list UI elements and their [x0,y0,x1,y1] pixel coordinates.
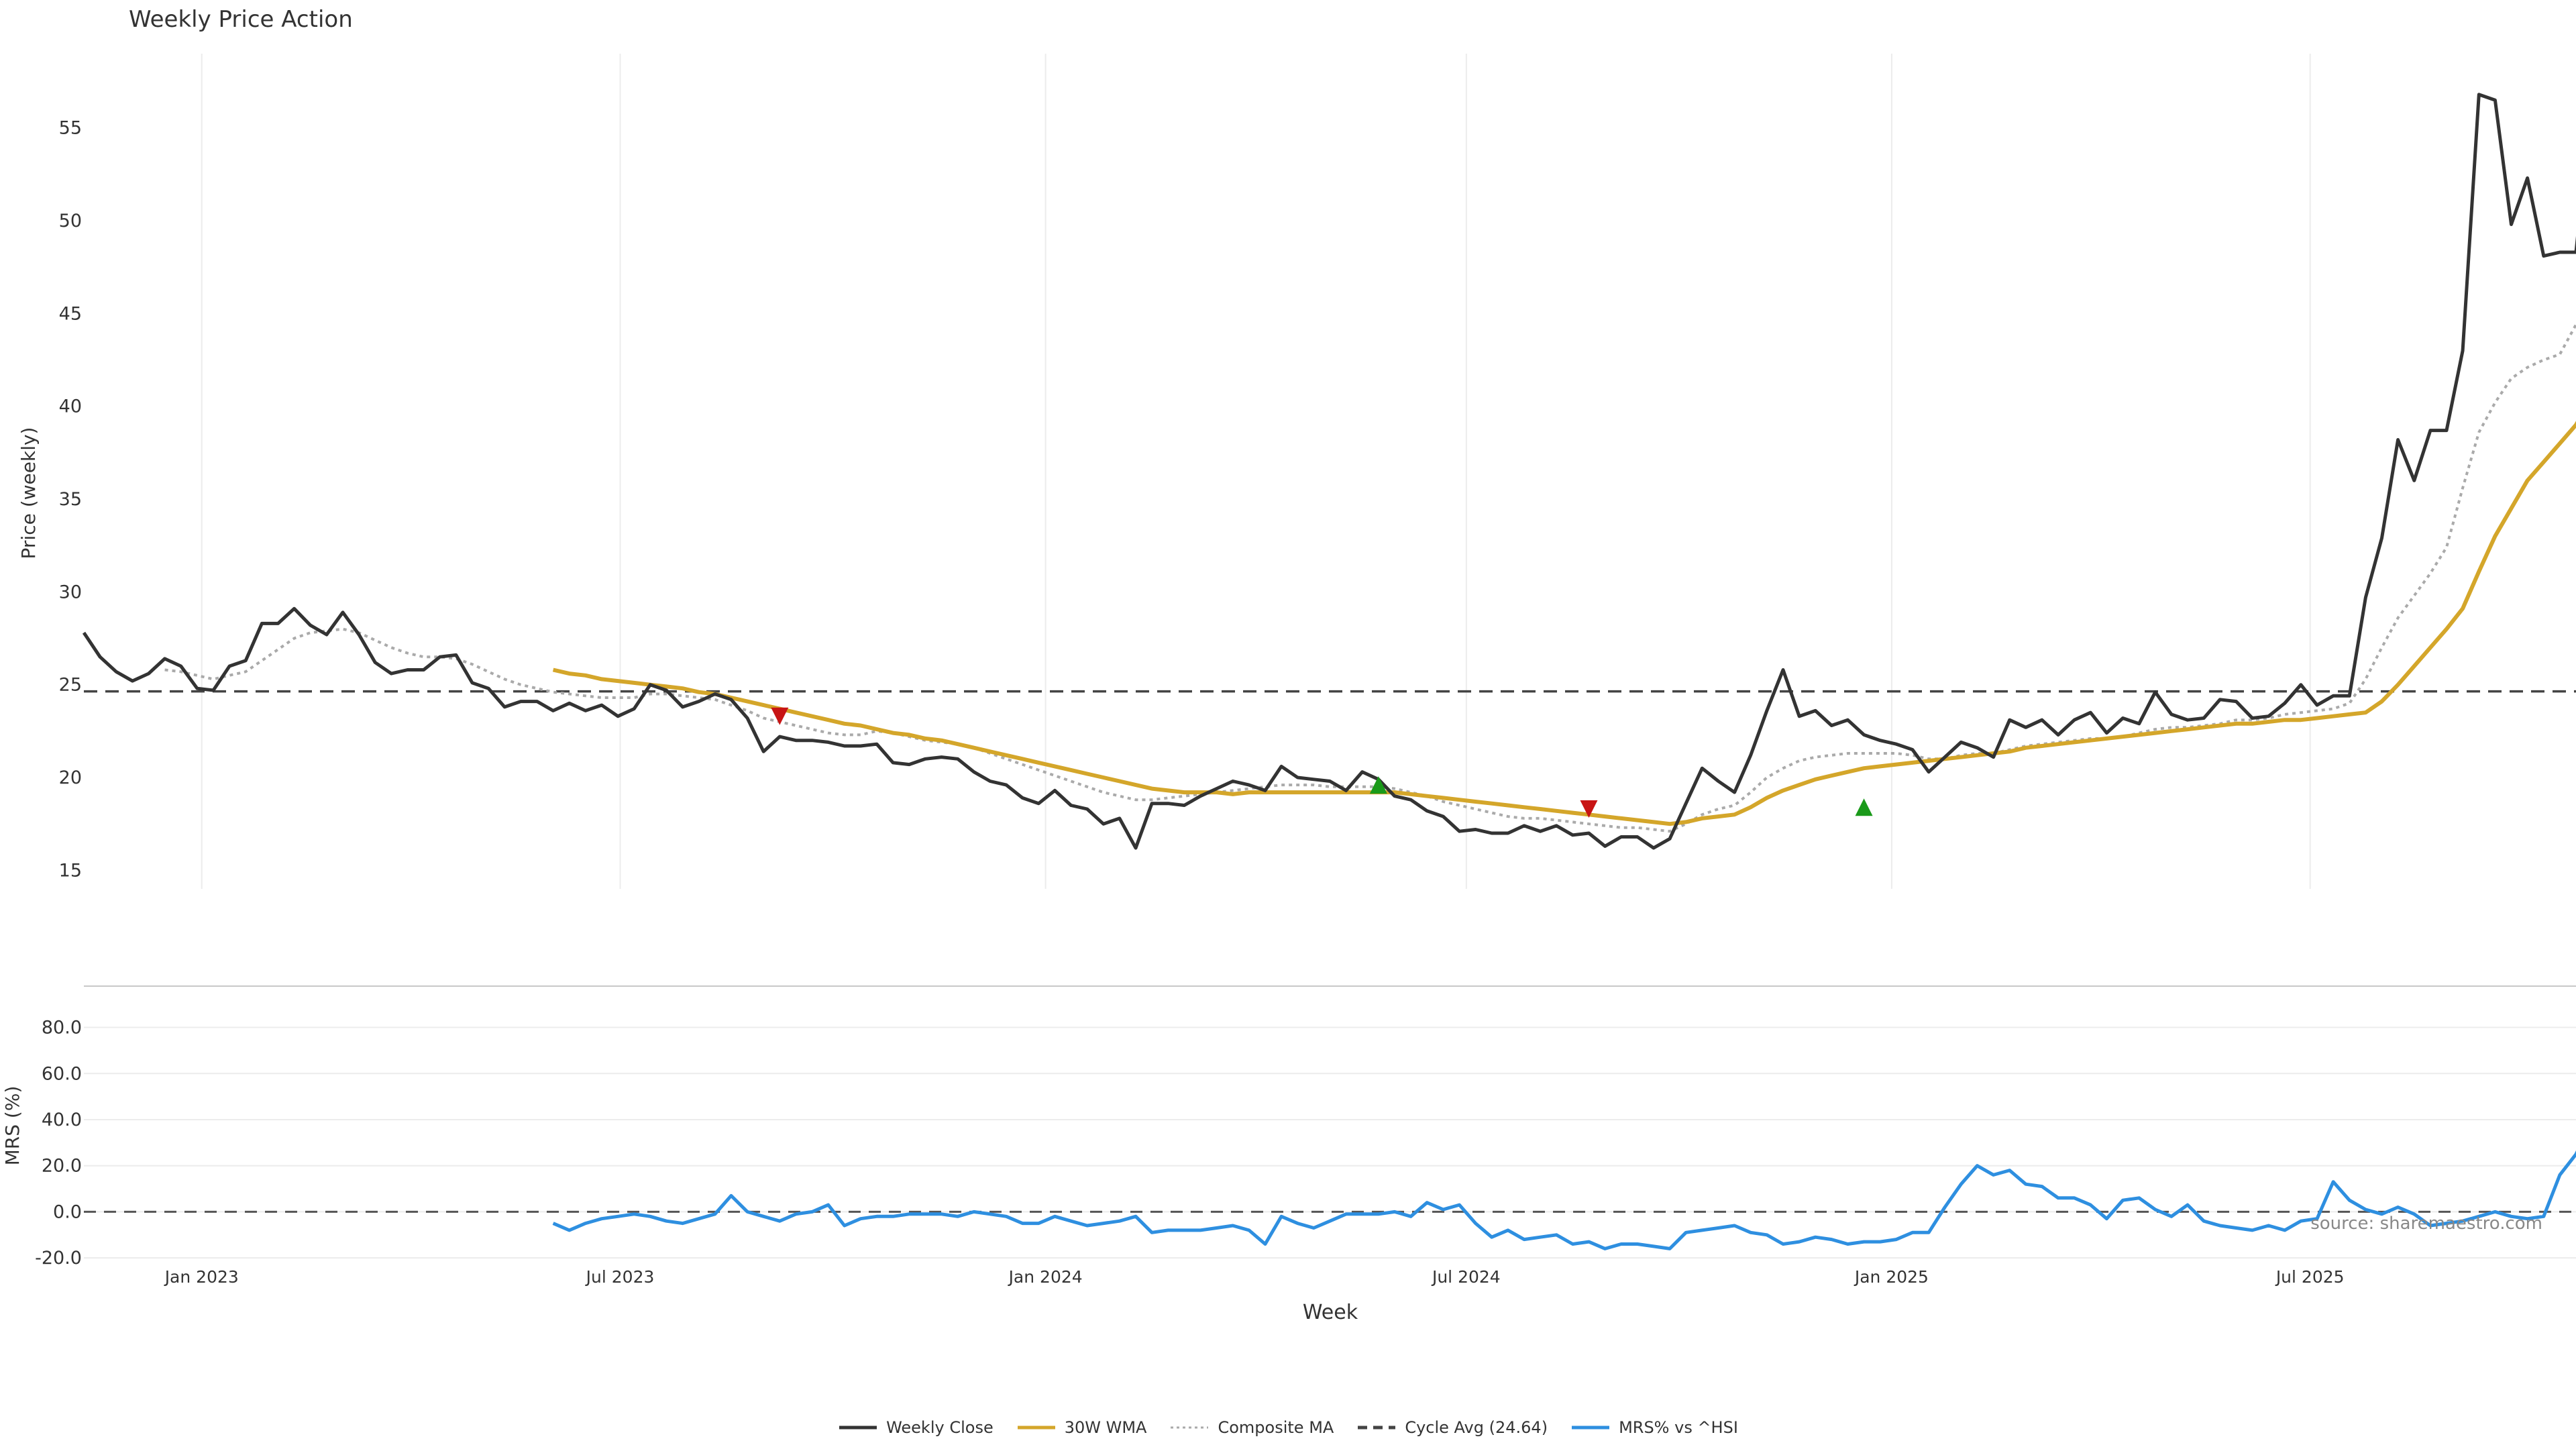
x-tick-label: Jul 2024 [1431,1267,1501,1287]
legend: Weekly Close 30W WMA Composite MA Cycle Avg… [0,1414,2576,1441]
legend-label: MRS% vs ^HSI [1619,1418,1738,1437]
mrs-y-tick-label: 80.0 [42,1018,82,1038]
x-axis-ticks: Jan 2023 Jul 2023 Jan 2024 Jul 2024 Jan 2025… [164,1267,2345,1287]
price-y-tick-label: 40 [59,396,82,417]
legend-label: Composite MA [1218,1418,1334,1437]
composite-ma-line [164,322,2576,833]
mrs-grid [84,1026,2576,1259]
legend-item: MRS% vs ^HSI [1570,1418,1738,1437]
sell-signal-marker [771,707,789,725]
legend-item: Weekly Close [838,1418,994,1437]
legend-swatch [1572,1426,1610,1430]
legend-label: 30W WMA [1064,1418,1147,1437]
mrs-y-tick-label: 0.0 [53,1201,82,1222]
legend-label: Weekly Close [886,1418,994,1437]
weekly-close-line [82,93,2576,850]
chart-title: Weekly Price Action [129,6,353,33]
mrs-y-tick-label: 40.0 [42,1110,82,1130]
wma-30w-line [552,421,2576,826]
price-y-tick-label: 55 [59,118,82,139]
price-grid [201,54,2311,889]
signal-markers [771,707,1873,818]
mrs-y-ticks: 80.0 60.0 40.0 20.0 0.0 -20.0 [35,1018,82,1269]
sell-signal-marker [1580,800,1598,818]
mrs-y-tick-label: -20.0 [35,1248,82,1269]
price-y-ticks: 15 20 25 30 35 40 45 50 55 [59,118,82,881]
legend-item: 30W WMA [1016,1418,1147,1437]
buy-signal-marker [1855,798,1873,816]
legend-swatch [1017,1426,1055,1430]
price-y-tick-label: 15 [59,860,82,881]
price-y-tick-label: 25 [59,675,82,696]
mrs-panel: 80.0 60.0 40.0 20.0 0.0 -20.0 MRS (%) source:… [1,1018,2576,1269]
x-tick-label: Jan 2025 [1854,1267,1929,1287]
mrs-y-tick-label: 20.0 [42,1156,82,1177]
mrs-y-tick-label: 60.0 [42,1063,82,1084]
legend-item: Cycle Avg (24.64) [1356,1418,1548,1437]
price-panel: 15 20 25 30 35 40 45 50 55 Price (weekly) [17,54,2576,889]
price-y-tick-label: 35 [59,489,82,510]
price-y-axis-label: Price (weekly) [17,427,40,559]
mrs-y-axis-label: MRS (%) [1,1086,23,1166]
price-y-tick-label: 30 [59,582,82,602]
x-tick-label: Jan 2024 [1008,1267,1083,1287]
legend-swatch [1358,1426,1396,1430]
buy-signal-marker [1369,776,1387,794]
legend-swatch [839,1426,877,1430]
x-tick-label: Jul 2025 [2275,1267,2345,1287]
mrs-line [552,1150,2576,1250]
price-y-tick-label: 45 [59,303,82,324]
x-axis-label: Week [1303,1301,1358,1324]
legend-label: Cycle Avg (24.64) [1405,1418,1548,1437]
x-tick-label: Jul 2023 [585,1267,655,1287]
legend-swatch [1171,1426,1209,1429]
legend-item: Composite MA [1169,1418,1334,1437]
price-y-tick-label: 50 [59,211,82,231]
price-y-tick-label: 20 [59,767,82,788]
source-note: source: sharemaestro.com [2310,1214,2542,1234]
x-tick-label: Jan 2023 [164,1267,239,1287]
